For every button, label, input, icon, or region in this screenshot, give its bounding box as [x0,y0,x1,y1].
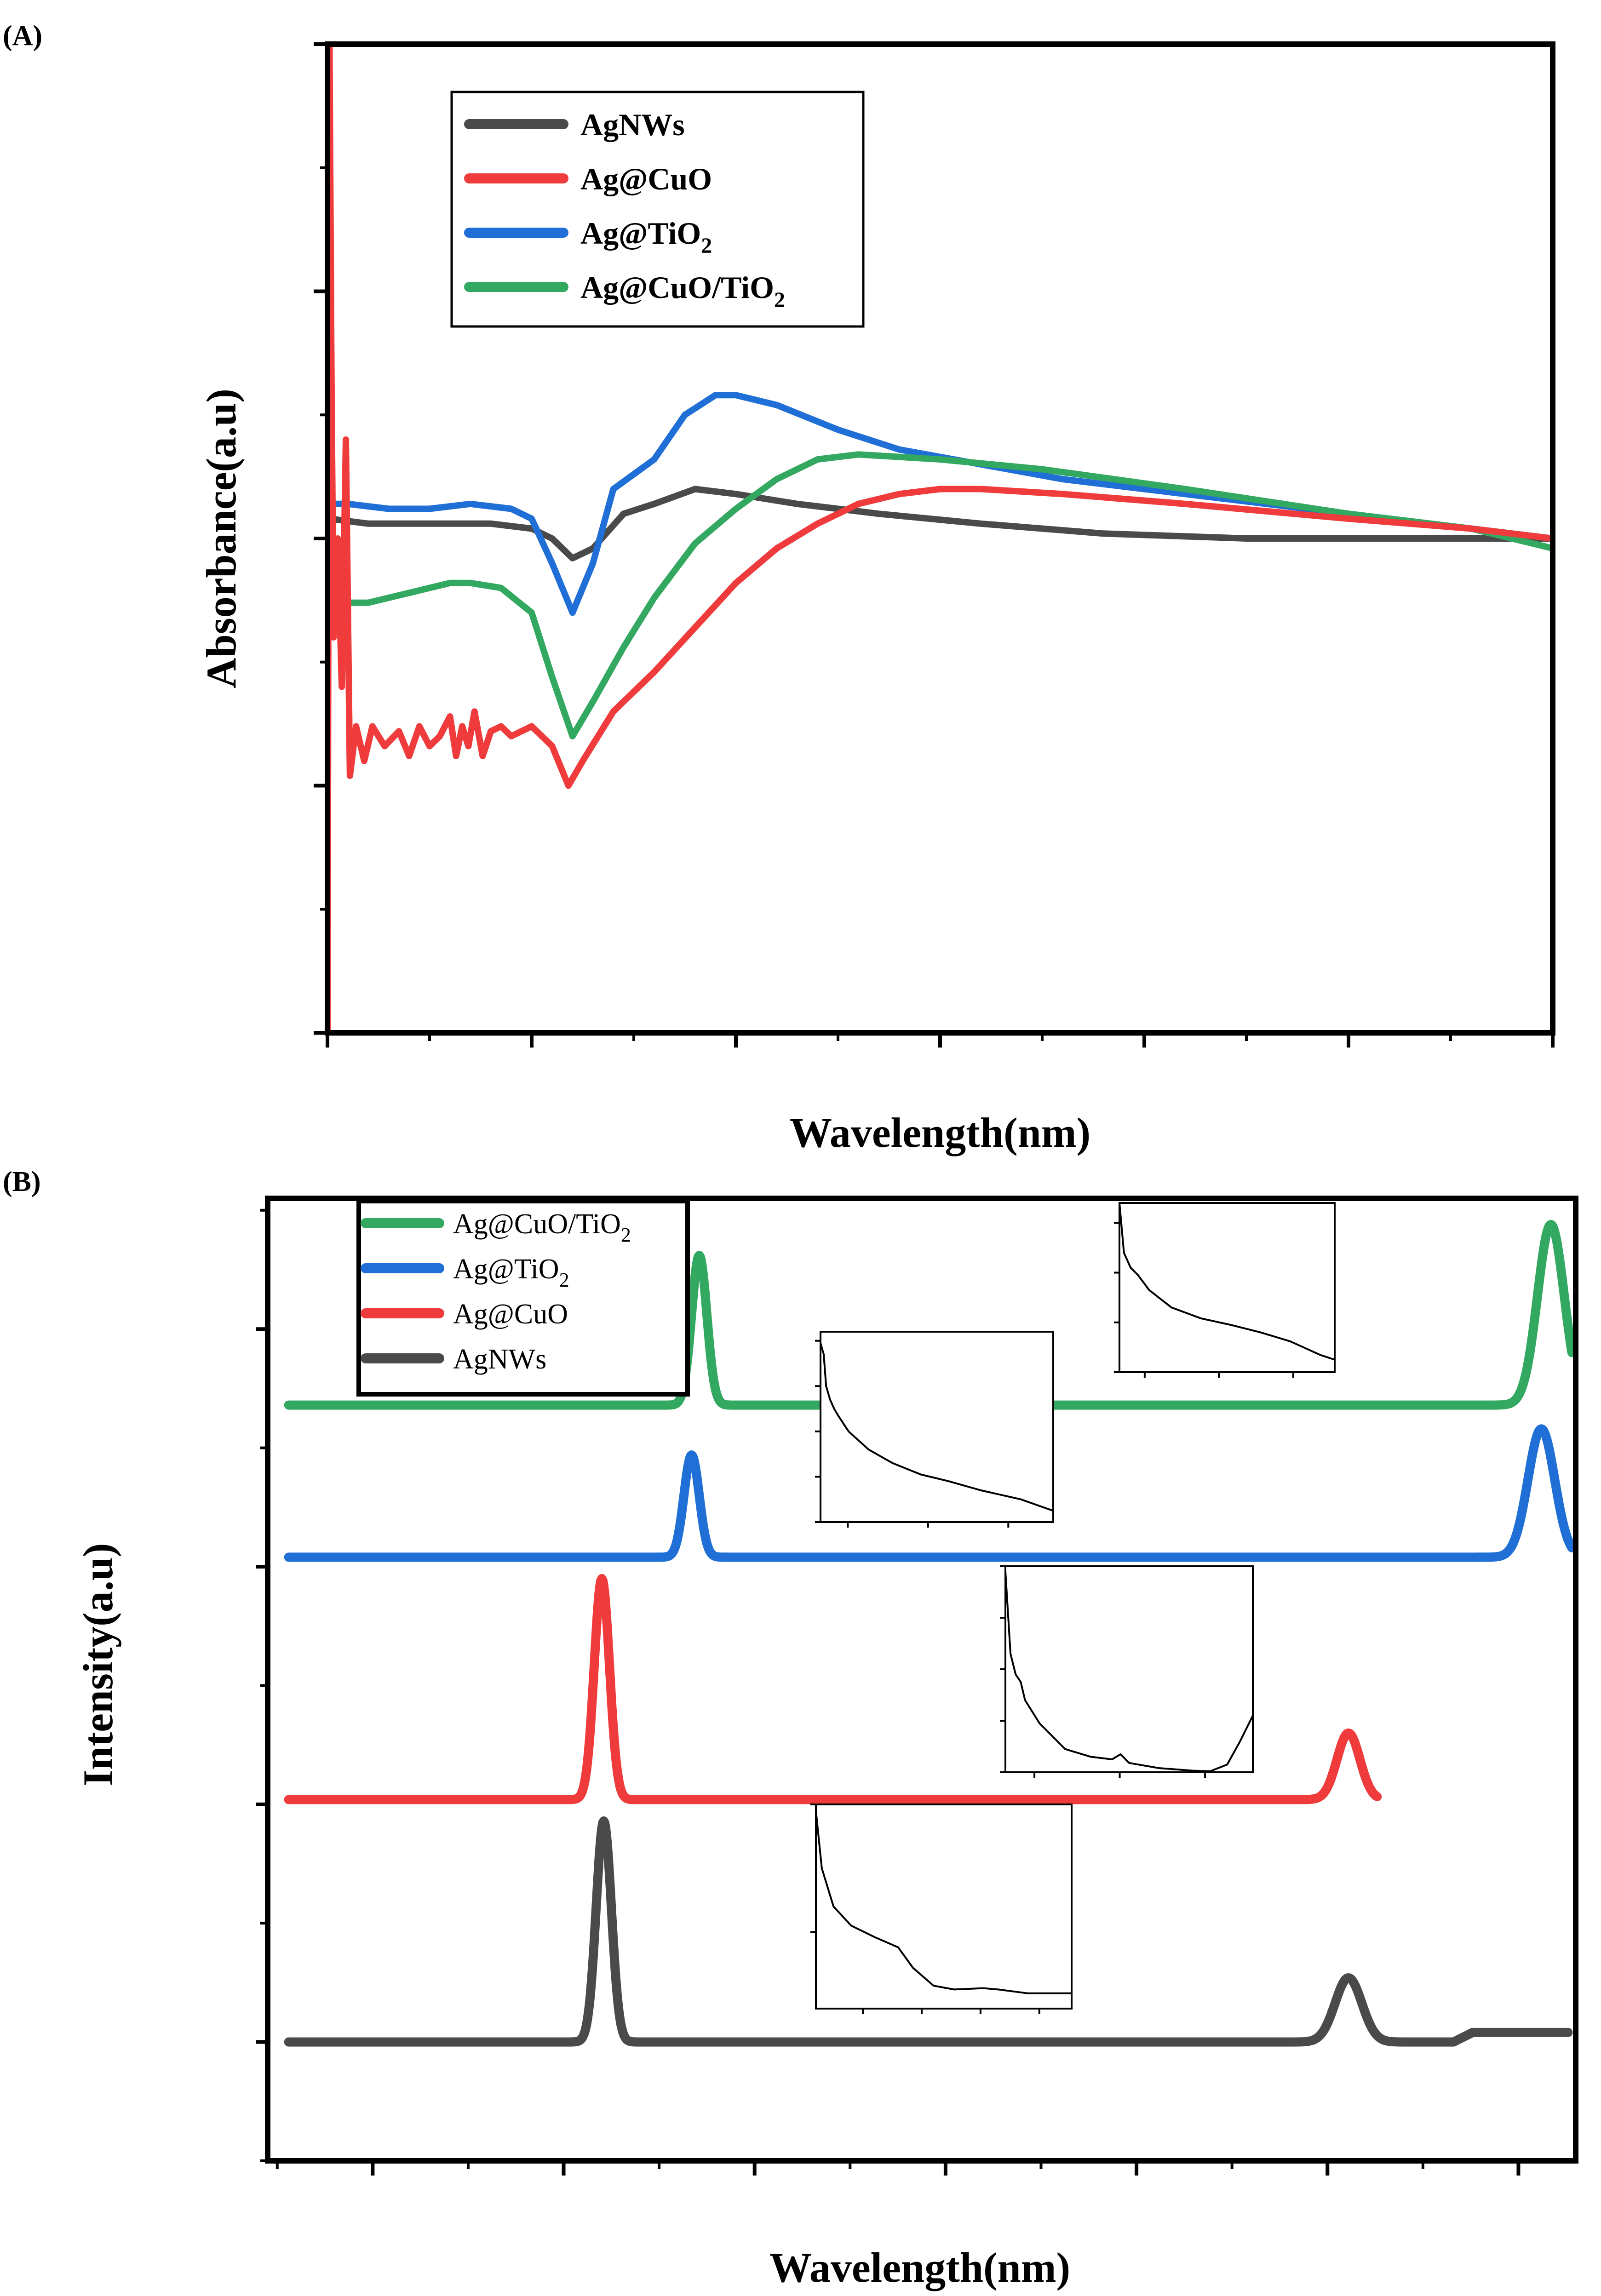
panel-b-legend-label: AgNWs [453,1344,546,1375]
legend-text: Ag@CuO/TiO [580,270,774,305]
panel-b-ylabel: Intensity(a.u) [75,1543,121,1786]
legend-subscript: 2 [621,1224,631,1246]
panel-b-series-agtio2 [284,1424,1577,1562]
inset-line [1004,1571,1254,1772]
panel-a-axes [314,42,1555,1048]
inset-a [810,1804,1073,2014]
panel-b-label: (B) [3,1166,41,1197]
panel-a-series-agcuo [327,44,1553,1033]
panel-b-legend-label: Ag@TiO2 [453,1254,569,1291]
inset-line [815,1810,1072,1994]
legend-text: AgNWs [580,107,685,142]
inset-d [1114,1202,1336,1378]
panel-a-chart: (A) Wavelength(nm) Absorbance(a.u) AgNWs… [3,20,1555,1156]
inset-b [1000,1565,1254,1778]
legend-subscript: 2 [774,288,785,312]
inset-line [1119,1202,1335,1361]
panel-b-series-agcuo [284,1574,1382,1804]
panel-b-xlabel: Wavelength(nm) [769,2244,1070,2291]
panel-a-legend-label: Ag@TiO2 [580,216,712,258]
inset-line [820,1343,1054,1512]
legend-subscript: 2 [559,1269,569,1291]
legend-text: Ag@CuO/TiO [453,1208,621,1240]
legend-text: Ag@TiO [580,216,701,251]
panel-b-plot-frame [265,1196,1578,2164]
panel-a-ylabel: Absorbance(a.u) [198,389,245,688]
inset-c [815,1331,1054,1528]
panel-a-series-agnws [327,486,1553,561]
inset-frame [1119,1202,1336,1373]
legend-text: AgNWs [453,1344,546,1375]
panel-b-insets [810,1202,1336,2014]
legend-text: Ag@CuO [580,161,712,196]
panel-a-label: (A) [3,20,42,52]
panel-a-series-group [327,44,1553,1033]
inset-frame [815,1804,1073,2010]
legend-text: Ag@CuO [453,1299,568,1330]
panel-a-xlabel: Wavelength(nm) [790,1109,1090,1156]
legend-text: Ag@TiO [453,1254,559,1285]
panel-a-series-agcuotio2 [327,451,1553,739]
panel-b-series-agnws [284,1816,1573,2047]
panel-b-legend-label: Ag@CuO/TiO2 [453,1208,631,1246]
panel-a-legend-label: AgNWs [580,107,685,142]
panel-b-axes [256,1208,1521,2176]
legend-subscript: 2 [701,234,712,258]
inset-frame [1004,1565,1254,1773]
panel-b-legend-label: Ag@CuO [453,1299,568,1330]
panel-a-legend-label: Ag@CuO [580,161,712,196]
panel-a-legend-label: Ag@CuO/TiO2 [580,270,785,312]
inset-frame [820,1331,1054,1523]
